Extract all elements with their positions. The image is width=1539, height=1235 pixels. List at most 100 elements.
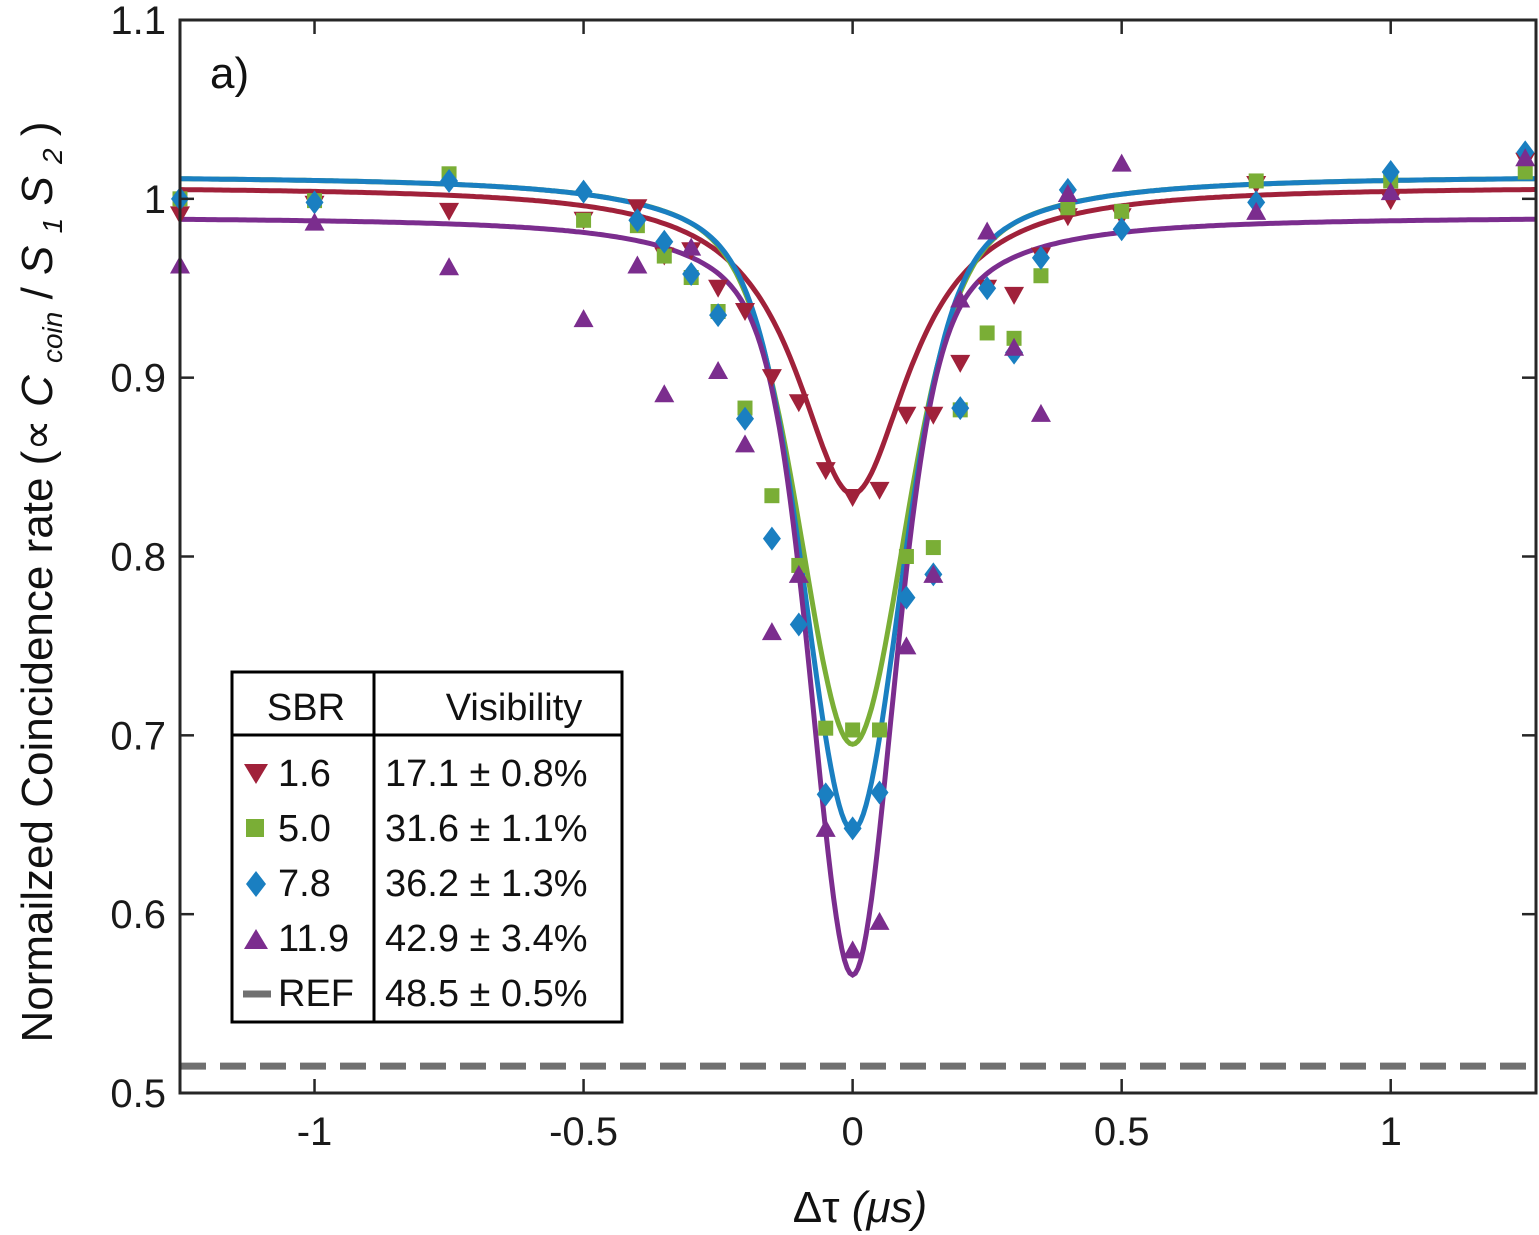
data-point-sbr-11.9 — [708, 361, 729, 380]
y-axis-title-close: ) — [13, 121, 62, 136]
x-axis-title-symbol: Δτ — [793, 1183, 840, 1232]
legend-row-3: 7.8 36.2 ± 1.3% — [246, 863, 588, 905]
legend-row-2: 5.0 31.6 ± 1.1% — [246, 808, 588, 850]
data-point-sbr-7.8 — [1031, 245, 1050, 270]
data-point-sbr-1.6 — [815, 462, 836, 481]
axes-layer: -1 -0.5 0 0.5 1 0.5 0.6 0.7 0.8 0.9 1 1.1 — [110, 0, 1538, 1154]
data-point-sbr-11.9 — [1004, 337, 1025, 356]
y-axis-title-c: C — [13, 374, 62, 407]
data-point-sbr-5.0 — [872, 722, 888, 738]
data-point-sbr-7.8 — [736, 406, 754, 431]
x-axis-title: Δτ (μs) — [793, 1183, 927, 1232]
data-point-sbr-7.8 — [1112, 217, 1131, 242]
data-point-sbr-11.9 — [1111, 153, 1132, 172]
data-point-sbr-7.8 — [709, 303, 728, 328]
data-point-sbr-1.6 — [788, 394, 809, 413]
triangle-down-icon — [244, 764, 268, 784]
x-tick-label: -0.5 — [549, 1110, 618, 1154]
data-point-sbr-5.0 — [576, 212, 592, 228]
data-point-sbr-7.8 — [978, 276, 997, 301]
triangle-up-icon — [244, 929, 268, 949]
legend-sbr-2: 5.0 — [278, 808, 331, 850]
data-point-sbr-1.6 — [842, 488, 863, 507]
y-axis-title-main: Normailzed Coincidence rate (∝ — [13, 419, 62, 1042]
y-tick-label: 0.6 — [110, 893, 166, 937]
data-point-sbr-7.8 — [628, 208, 647, 233]
y-tick-label: 1.1 — [110, 0, 166, 43]
data-point-sbr-11.9 — [842, 940, 863, 959]
data-point-sbr-1.6 — [761, 369, 782, 388]
panel-label: a) — [210, 49, 249, 98]
legend-frame — [230, 670, 624, 1024]
data-point-sbr-7.8 — [789, 612, 808, 637]
data-point-sbr-7.8 — [762, 526, 781, 551]
data-point-sbr-7.8 — [843, 816, 862, 841]
y-tick-label: 0.5 — [110, 1072, 166, 1116]
legend-visibility-1: 17.1 ± 0.8% — [385, 753, 588, 795]
x-tick-label: 1 — [1380, 1110, 1402, 1154]
data-point-sbr-5.0 — [979, 325, 995, 341]
data-point-sbr-7.8 — [440, 168, 459, 193]
legend-visibility-3: 36.2 ± 1.3% — [385, 863, 588, 905]
y-tick-label: 0.8 — [110, 536, 166, 580]
data-point-sbr-7.8 — [574, 179, 593, 204]
y-axis-title-coin: coin — [37, 312, 68, 363]
data-point-sbr-1.6 — [439, 202, 460, 221]
data-point-sbr-7.8 — [816, 782, 835, 807]
data-point-sbr-11.9 — [573, 309, 594, 328]
data-point-sbr-11.9 — [1030, 403, 1051, 422]
data-point-sbr-1.6 — [735, 302, 755, 321]
data-point-sbr-11.9 — [627, 255, 648, 274]
x-tick-label: -1 — [297, 1110, 333, 1154]
data-point-sbr-7.8 — [1381, 160, 1400, 185]
data-point-sbr-11.9 — [950, 289, 971, 308]
data-point-sbr-11.9 — [761, 622, 782, 641]
diamond-icon — [246, 871, 266, 897]
data-point-sbr-7.8 — [305, 190, 324, 215]
data-point-sbr-1.6 — [896, 406, 917, 425]
data-point-sbr-11.9 — [923, 564, 944, 583]
square-icon — [246, 819, 264, 837]
x-tick-label: 0.5 — [1094, 1110, 1150, 1154]
data-point-sbr-1.6 — [923, 406, 944, 425]
x-axis-title-unit: (μs) — [852, 1183, 927, 1232]
y-tick-label: 0.7 — [110, 714, 166, 758]
data-point-sbr-5.0 — [764, 488, 780, 504]
data-point-sbr-5.0 — [845, 722, 861, 738]
legend-sbr-5: REF — [278, 973, 354, 1015]
data-point-sbr-11.9 — [681, 237, 702, 256]
fit-curve-sbr-5.0 — [180, 176, 1536, 747]
data-point-sbr-5.0 — [1517, 164, 1533, 180]
legend-header-visibility: Visibility — [446, 687, 583, 729]
data-point-sbr-11.9 — [896, 636, 917, 655]
legend-visibility-4: 42.9 ± 3.4% — [385, 918, 588, 960]
y-tick-label: 1 — [144, 178, 166, 222]
data-point-sbr-11.9 — [1380, 182, 1401, 201]
y-axis-title-sub1: 1 — [37, 218, 68, 234]
data-point-sbr-11.9 — [654, 384, 675, 403]
y-axis-title-sub2: 2 — [37, 148, 68, 165]
data-point-sbr-1.6 — [1004, 286, 1025, 305]
data-point-sbr-11.9 — [1057, 183, 1078, 202]
data-point-sbr-1.6 — [869, 481, 890, 500]
data-point-sbr-5.0 — [1060, 200, 1076, 216]
legend-header-sbr: SBR — [267, 687, 345, 729]
y-axis-title: Normailzed Coincidence rate (∝ C coin / … — [13, 121, 72, 1042]
data-point-sbr-7.8 — [870, 780, 889, 805]
data-point-sbr-5.0 — [1033, 268, 1049, 284]
fit-curve-sbr-11.9 — [179, 216, 1536, 978]
data-points-layer — [170, 140, 1536, 959]
data-point-sbr-5.0 — [898, 549, 914, 564]
legend-sbr-1: 1.6 — [278, 753, 331, 795]
data-point-sbr-11.9 — [869, 911, 890, 930]
data-point-sbr-7.8 — [655, 229, 674, 254]
data-point-sbr-5.0 — [925, 540, 941, 556]
legend-row-5: REF 48.5 ± 0.5% — [243, 973, 588, 1015]
data-point-sbr-11.9 — [1246, 201, 1267, 220]
data-point-sbr-7.8 — [897, 585, 916, 610]
data-point-sbr-7.8 — [951, 396, 970, 421]
data-point-sbr-11.9 — [735, 434, 755, 453]
data-point-sbr-5.0 — [1114, 203, 1130, 219]
legend-sbr-4: 11.9 — [278, 918, 349, 960]
